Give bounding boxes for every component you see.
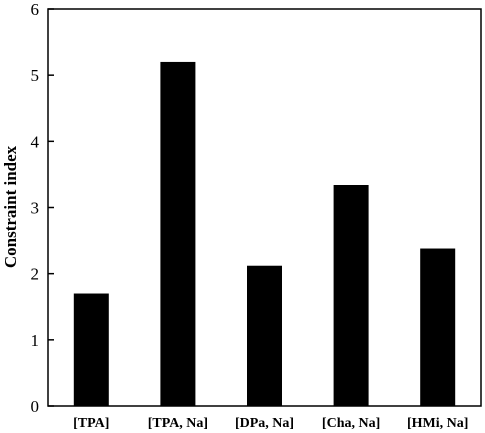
x-category-label: [Cha, Na] <box>322 416 380 431</box>
y-tick-label: 6 <box>31 0 40 19</box>
y-tick-label: 3 <box>31 199 40 218</box>
bar-4 <box>420 248 456 406</box>
y-tick-label: 1 <box>31 331 40 350</box>
x-category-label: [HMi, Na] <box>407 416 468 431</box>
bar-2 <box>247 265 282 406</box>
bar-3 <box>333 185 369 406</box>
bars <box>73 61 456 406</box>
x-axis-labels: [TPA] [TPA, Na] [DPa, Na] [Cha, Na] [HMi, Na… <box>73 416 468 431</box>
y-axis-ticks: 0 1 2 3 4 5 6 <box>31 0 54 416</box>
y-tick-label: 0 <box>31 397 40 416</box>
x-category-label: [DPa, Na] <box>235 416 294 431</box>
bar-0 <box>73 293 109 406</box>
y-axis-title: Constraint index <box>1 145 20 268</box>
bar-1 <box>160 61 196 406</box>
y-tick-label: 2 <box>31 265 40 284</box>
y-tick-label: 4 <box>31 132 40 151</box>
x-category-label: [TPA] <box>73 416 109 431</box>
y-tick-label: 5 <box>31 66 40 85</box>
x-category-label: [TPA, Na] <box>148 416 208 431</box>
